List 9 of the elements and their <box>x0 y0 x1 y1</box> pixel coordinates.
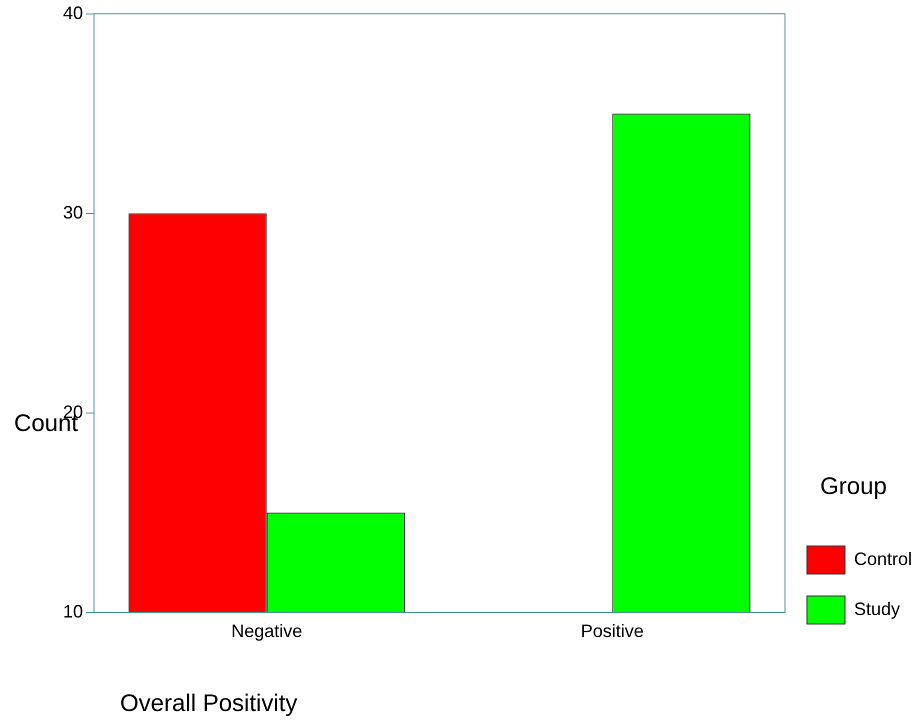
y-tick-label: 30 <box>62 202 84 222</box>
y-tick-label: 10 <box>62 601 84 622</box>
legend-title: Group <box>820 472 887 500</box>
legend-label: Study <box>854 598 900 619</box>
x-axis-title: Overall Positivity <box>120 690 298 718</box>
legend-label: Control <box>854 548 912 569</box>
x-tick-label: Positive <box>580 621 644 642</box>
y-tick-label: 40 <box>62 2 84 23</box>
x-tick-label: Negative <box>231 621 302 642</box>
